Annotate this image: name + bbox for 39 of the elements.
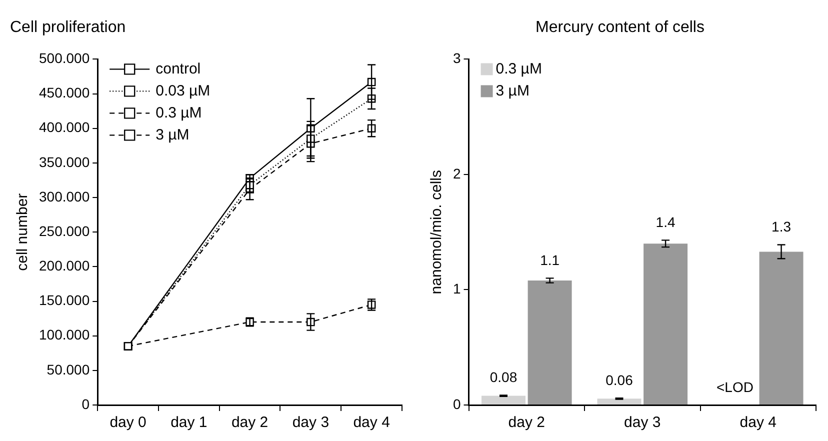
y-axis-title: nanomol/mio. cells (428, 170, 446, 294)
y-tick-label: 450.000 (38, 84, 90, 101)
y-tick-label: 100.000 (38, 326, 90, 343)
legend-label: 0.03 µM (156, 82, 210, 100)
y-tick-label: 2 (452, 165, 461, 182)
legend-label: control (156, 60, 201, 78)
y-tick-label: 300.000 (38, 188, 90, 204)
y-tick-label: 3 (452, 50, 461, 66)
y-tick-label: 250.000 (38, 222, 90, 239)
x-tick-label: day 4 (740, 414, 776, 432)
x-tick-label: day 4 (353, 414, 390, 432)
y-tick-label: 200.000 (38, 258, 90, 274)
y-tick-label: 0 (82, 396, 90, 412)
y-tick-label: 50.000 (46, 361, 90, 378)
data-label: 1.1 (540, 252, 560, 268)
data-label: 1.4 (656, 214, 676, 230)
data-label: 0.06 (606, 372, 634, 388)
legend-label: 3 µM (496, 82, 530, 100)
y-tick-label: 150.000 (38, 292, 90, 308)
y-tick-label: 500.000 (38, 50, 90, 66)
x-tick-label: day 3 (292, 414, 330, 432)
text: <LOD (716, 378, 754, 395)
chart-title: Cell proliferation (10, 19, 126, 36)
y-axis-title: cell number (14, 193, 32, 271)
y-tick-label: 400.000 (38, 119, 90, 136)
y-tick-label: 350.000 (38, 154, 90, 170)
chart-title: Mercury content of cells (536, 19, 704, 36)
legend-label: 0.3 µM (156, 104, 202, 122)
x-tick-label: day 1 (170, 414, 208, 432)
y-tick-label: 0 (452, 396, 461, 412)
x-tick-label: day 2 (231, 414, 268, 432)
y-tick-label: 1 (452, 280, 461, 297)
x-tick-label: day 3 (624, 414, 661, 432)
legend-label: 0.3 µM (496, 60, 542, 78)
data-label: 0.08 (490, 369, 518, 386)
x-tick-label: day 2 (508, 414, 546, 432)
data-label: 1.3 (772, 218, 792, 235)
legend-label: 3 µM (156, 126, 190, 144)
x-tick-label: day 0 (110, 414, 146, 432)
